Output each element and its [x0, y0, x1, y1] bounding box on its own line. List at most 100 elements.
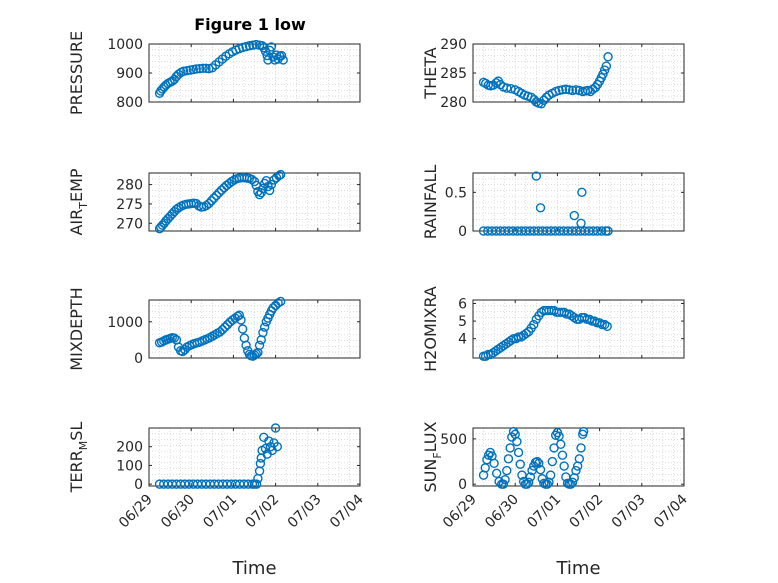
data-point	[535, 464, 546, 475]
data-point	[559, 461, 569, 471]
y-tick-label: 100	[116, 458, 143, 474]
data-point	[503, 454, 514, 464]
data-point	[222, 319, 233, 330]
data-point	[198, 63, 208, 74]
data-point	[206, 196, 217, 206]
data-point	[567, 85, 578, 96]
data-point	[569, 210, 579, 221]
data-point	[251, 39, 261, 50]
data-point	[262, 50, 272, 61]
data-point	[256, 188, 266, 198]
data-point	[561, 309, 572, 319]
y-tick-label: 0	[458, 224, 467, 240]
data-point	[263, 55, 273, 65]
data-point	[209, 193, 219, 203]
data-point	[178, 66, 189, 76]
data-point	[241, 340, 251, 351]
data-point	[532, 456, 542, 467]
y-tick-label: 0	[458, 477, 467, 493]
data-point	[270, 423, 281, 433]
axes-box	[148, 427, 361, 487]
data-point	[502, 465, 512, 476]
data-point	[564, 85, 574, 95]
y-tick-label: 900	[116, 66, 143, 82]
data-point	[268, 303, 278, 313]
xlabel: Time	[231, 558, 276, 579]
y-tick-label: 1000	[107, 315, 143, 331]
ylabel-sun-flux: SUNFLUX	[421, 421, 444, 492]
data-point	[211, 190, 222, 201]
data-point	[502, 83, 512, 93]
data-point	[539, 95, 549, 105]
data-point	[505, 443, 515, 453]
figure-title: Figure 1 low	[194, 15, 306, 34]
axes-box	[472, 427, 685, 487]
y-tick-label: 6	[458, 297, 467, 313]
data-point	[545, 470, 556, 480]
data-point	[576, 218, 586, 228]
data-point	[489, 458, 499, 469]
ylabel-rainfall: RAINFALL	[421, 165, 440, 240]
data-point	[182, 65, 192, 76]
data-point	[602, 321, 612, 332]
ylabel-pressure: PRESSURE	[67, 31, 86, 115]
data-point	[266, 42, 277, 52]
ylabel-theta: THETA	[421, 47, 440, 99]
y-tick-label: 0	[134, 351, 143, 367]
data-point	[597, 226, 607, 236]
data-point	[512, 436, 522, 447]
subplot-mixdepth: 0 1000 MIXDEPTH	[67, 287, 361, 371]
y-tick-label: 200	[116, 440, 143, 456]
data-point	[491, 78, 501, 88]
y-tick-label: 4	[458, 332, 467, 348]
data-point	[498, 479, 509, 489]
data-point	[590, 82, 601, 93]
data-point	[535, 203, 546, 213]
data-point	[547, 456, 558, 467]
data-point	[574, 454, 585, 464]
data-point	[521, 328, 531, 339]
data-point	[594, 318, 605, 328]
y-tick-label: 1000	[107, 37, 143, 53]
data-point	[220, 322, 230, 332]
subplot-pressure: 800 900 1000 PRESSURE	[67, 31, 361, 115]
data-point	[259, 322, 270, 332]
ylabel-part: AIR	[67, 209, 86, 236]
data-point	[571, 465, 581, 476]
ylabel-subscript: M	[77, 441, 90, 451]
data-point	[567, 477, 578, 488]
y-tick-label: 800	[116, 95, 143, 111]
data-point	[557, 450, 568, 460]
y-tick-label: 285	[440, 66, 467, 82]
data-point	[506, 335, 516, 346]
data-point	[215, 327, 225, 337]
data-point	[579, 312, 590, 323]
data-point	[491, 468, 502, 479]
data-point	[571, 85, 581, 95]
ylabel-h2omixra: H2OMIXRA	[421, 286, 440, 372]
data-point	[217, 325, 228, 335]
data-point	[251, 479, 262, 489]
data-point	[577, 187, 587, 198]
data-point	[561, 84, 571, 94]
ylabel-mixdepth: MIXDEPTH	[67, 287, 86, 370]
ylabel-part: EMP	[67, 168, 86, 202]
data-point	[276, 50, 287, 61]
data-point	[554, 85, 564, 96]
ylabel-part: TERR	[67, 450, 86, 493]
data-point	[513, 447, 524, 458]
data-point	[526, 92, 536, 103]
data-point	[599, 319, 610, 330]
axes-box	[472, 172, 685, 232]
data-point	[169, 333, 180, 343]
data-point	[216, 185, 227, 195]
data-point	[260, 46, 271, 56]
data-point	[513, 332, 524, 342]
data-point	[603, 52, 613, 62]
y-tick-label: 5	[458, 314, 467, 330]
data-point	[173, 69, 184, 79]
y-tick-label: 290	[440, 37, 467, 53]
data-point	[204, 198, 214, 209]
